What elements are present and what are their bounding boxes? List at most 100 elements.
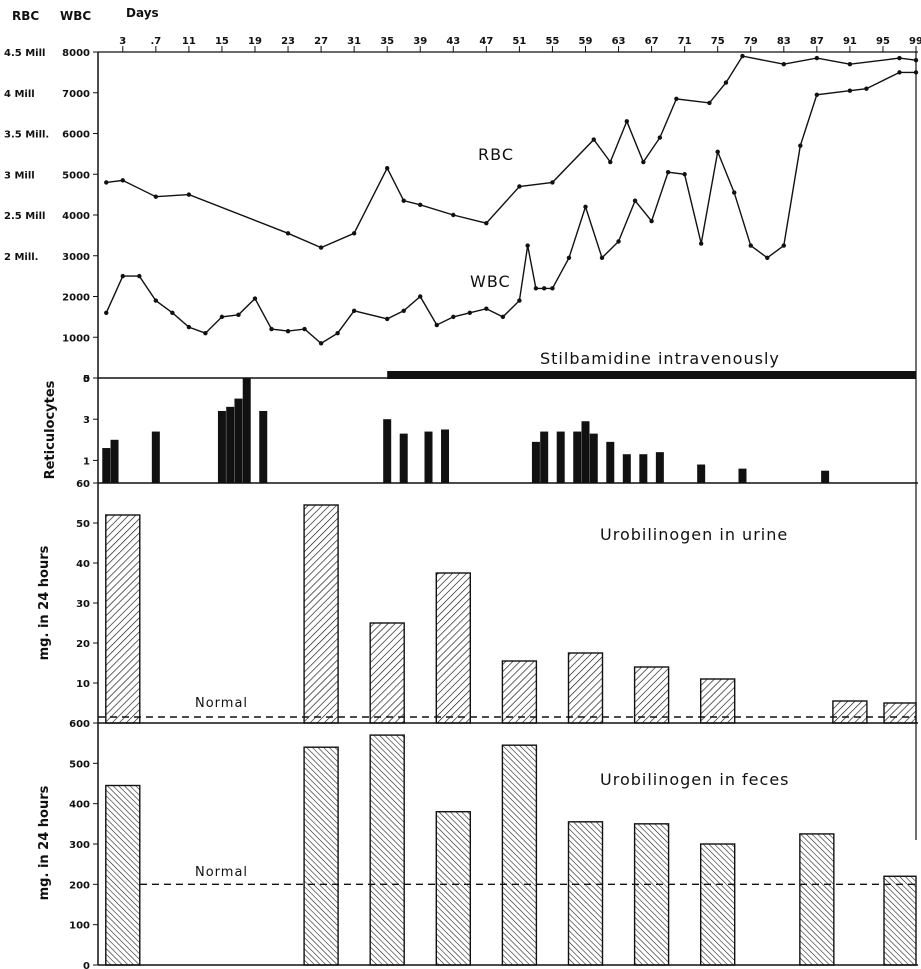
rbc-point [351, 231, 357, 236]
wbc-point [864, 86, 869, 91]
reticulocyte-bar [573, 431, 582, 483]
rbc-axis-header: RBC [12, 9, 39, 23]
urine-tick-label: 10 [76, 679, 90, 690]
urine-tick-label: 20 [76, 639, 90, 650]
wbc-tick-label: 4000 [62, 211, 90, 222]
day-tick-label: 51 [512, 36, 526, 47]
rbc-point [451, 212, 456, 218]
rbc-point [186, 192, 192, 197]
feces-tick-label: 200 [69, 880, 90, 891]
rbc-tick-label: 4.5 Mill [4, 48, 45, 59]
rbc-point [641, 159, 646, 165]
wbc-point [748, 243, 753, 248]
feces-bar [105, 784, 141, 966]
reticulocyte-bar [655, 452, 664, 483]
reticulocyte-bar [589, 433, 598, 483]
day-ticks: 3 .7 11 15 19 23 27 31 35 39 43 47 51 55 59 63 67 71 75 79 8… [119, 36, 921, 52]
rbc-point [153, 194, 159, 199]
urine-bar [501, 660, 538, 724]
wbc-tick-label: 1000 [62, 333, 90, 344]
rbc-point [624, 119, 630, 124]
urine-tick-label: 50 [76, 519, 90, 530]
urine-panel-title: Urobilinogen in urine [600, 525, 788, 544]
reticulocyte-tick-label: 1 [83, 456, 90, 467]
rbc-point [814, 55, 820, 61]
reticulocyte-bar [424, 431, 433, 483]
rbc-point [401, 198, 406, 203]
rbc-point [897, 55, 902, 61]
wbc-tick-label: 0 [83, 374, 90, 385]
urine-tick-label: 60 [76, 479, 90, 490]
day-tick-label: .7 [150, 36, 161, 47]
feces-tick-label: 600 [69, 719, 90, 730]
wbc-point [665, 170, 671, 175]
wbc-point [186, 324, 192, 330]
rbc-point [847, 62, 853, 67]
reticulocyte-bars [102, 378, 830, 483]
feces-tick-label: 0 [83, 961, 90, 969]
wbc-point [541, 286, 547, 291]
reticulocyte-bar [639, 454, 648, 483]
urine-bar [832, 700, 868, 724]
wbc-point [302, 326, 307, 332]
wbc-point [649, 218, 654, 224]
wbc-point [732, 190, 737, 195]
rbc-tick-label: 2 Mill. [4, 252, 38, 263]
wbc-point [517, 298, 522, 303]
reticulocyte-bar [556, 431, 565, 483]
wbc-point [467, 310, 473, 315]
day-tick-label: 63 [612, 36, 626, 47]
feces-bar [699, 843, 736, 966]
wbc-point [401, 308, 406, 313]
day-tick-label: 99 [909, 36, 921, 47]
feces-normal-label: Normal [195, 865, 248, 880]
wbc-point [137, 273, 142, 279]
reticulocyte-bar [606, 441, 615, 483]
day-tick-label: 91 [843, 36, 857, 47]
wbc-point [715, 149, 720, 155]
rbc-point [913, 57, 919, 63]
feces-tick-label: 500 [69, 759, 90, 770]
reticulocyte-bar [151, 431, 160, 483]
rbc-point [285, 231, 291, 236]
wbc-point [269, 326, 274, 332]
reticulocytes-axis-label: Reticulocytes [43, 380, 58, 479]
reticulocyte-tick-label: 5 [83, 374, 90, 385]
day-tick-label: 71 [678, 36, 692, 47]
urine-normal-label: Normal [195, 696, 248, 711]
rbc-point [707, 100, 712, 106]
wbc-point [434, 322, 439, 328]
treatment-bar [387, 371, 917, 379]
reticulocyte-bar [622, 454, 631, 483]
wbc-point [847, 88, 853, 93]
wbc-point [583, 204, 588, 210]
feces-ticks: 0 100 200 300 400 500 600 [69, 719, 98, 969]
wbc-point [897, 70, 902, 75]
urine-bar [883, 702, 917, 724]
wbc-point [384, 316, 390, 322]
wbc-point [698, 241, 704, 246]
wbc-point [418, 294, 423, 299]
reticulocyte-bar [540, 431, 549, 483]
days-axis-header: Days [126, 6, 159, 20]
day-tick-label: 39 [413, 36, 427, 47]
wbc-point [236, 312, 241, 318]
wbc-tick-label: 6000 [62, 130, 90, 141]
reticulocyte-bar [697, 464, 706, 483]
rbc-point [418, 202, 423, 208]
urine-tick-label: 30 [76, 599, 90, 610]
urine-bar [699, 678, 736, 724]
treatment-label: Stilbamidine intravenously [540, 349, 780, 368]
rbc-point [484, 220, 489, 226]
rbc-tick-label: 2.5 Mill [4, 211, 45, 222]
reticulocyte-bar [259, 410, 268, 483]
blood-count-lines [104, 53, 919, 346]
wbc-tick-label: 7000 [62, 89, 90, 100]
feces-panel-title: Urobilinogen in feces [600, 770, 790, 789]
urine-bar [369, 622, 405, 724]
wbc-tick-label: 5000 [62, 170, 90, 181]
feces-bar [567, 821, 604, 966]
reticulocyte-bar [234, 398, 243, 483]
wbc-point [616, 239, 621, 244]
